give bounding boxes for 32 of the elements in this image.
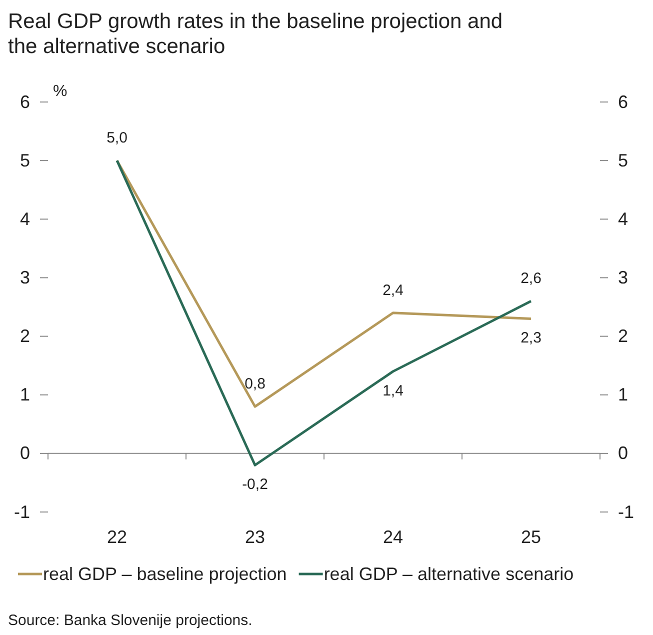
data-label: 0,8	[244, 376, 266, 393]
data-label: 2,6	[520, 270, 542, 288]
y2-tick-label: 1	[618, 384, 628, 405]
x-tick-label: 22	[106, 526, 128, 547]
source-note: Source: Banka Slovenije projections.	[8, 612, 252, 629]
data-label: 2,3	[520, 330, 542, 347]
y2-tick-label: 2	[618, 326, 628, 346]
y-tick-label: 1	[20, 384, 30, 405]
y2-tick-label: 6	[618, 92, 628, 112]
y2-tick-label: 3	[618, 267, 628, 288]
x-tick-label: 24	[382, 526, 404, 547]
data-label: 5,0	[106, 130, 128, 147]
data-label: 2,4	[382, 282, 404, 299]
y-tick-label: -1	[14, 502, 30, 522]
y-tick-label: 6	[20, 92, 30, 112]
y2-tick-label: -1	[618, 502, 634, 522]
y-tick-label: 5	[20, 150, 30, 170]
y2-tick-label: 5	[618, 150, 628, 170]
x-tick-label: 23	[244, 526, 266, 547]
legend-label: real GDP – alternative scenario	[324, 564, 574, 584]
data-label: -0,2	[242, 476, 268, 494]
y-tick-label: 4	[20, 208, 30, 229]
data-label: 1,4	[382, 382, 404, 400]
y-tick-label: 2	[20, 326, 30, 346]
y2-tick-label: 0	[618, 443, 628, 464]
chart-title: Real GDP growth rates in the baseline projection and the alternative scenario	[8, 10, 503, 58]
y2-tick-label: 4	[618, 208, 628, 229]
y-axis-title: %	[53, 83, 68, 100]
y-tick-label: 3	[20, 267, 30, 288]
y-tick-label: 0	[20, 443, 30, 464]
legend-label: real GDP – baseline projection	[43, 564, 287, 584]
x-tick-label: 25	[520, 526, 542, 547]
